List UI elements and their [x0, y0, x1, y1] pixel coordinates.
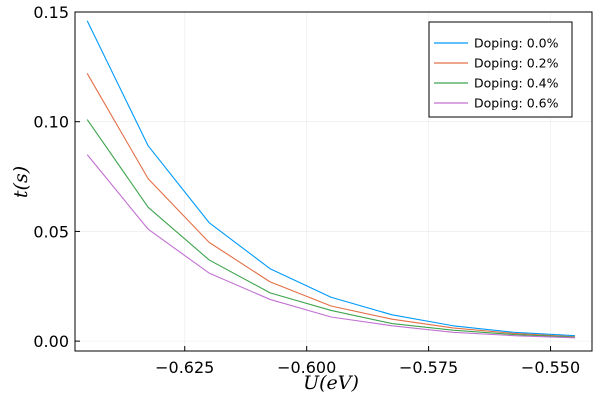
- y-tick-label: 0.10: [33, 113, 69, 132]
- legend-label: Doping: 0.6%: [474, 96, 559, 111]
- legend-label: Doping: 0.0%: [474, 36, 559, 51]
- legend-label: Doping: 0.2%: [474, 56, 559, 71]
- x-tick-label: −0.625: [155, 358, 214, 377]
- series-line: [86, 20, 575, 337]
- x-tick-label: −0.550: [521, 358, 580, 377]
- legend-label: Doping: 0.4%: [474, 76, 559, 91]
- y-tick-label: 0.05: [33, 222, 69, 241]
- legend-box: [428, 21, 573, 118]
- plot-frame: [74, 11, 593, 352]
- x-tick-label: −0.600: [277, 358, 336, 377]
- series-line: [86, 119, 575, 338]
- y-tick-label: 0.00: [33, 332, 69, 351]
- series-line: [86, 73, 575, 338]
- y-tick-label: 0.15: [33, 3, 69, 22]
- series-lines: [86, 20, 575, 339]
- y-axis-label: t(s): [10, 166, 32, 198]
- x-tick-label: −0.575: [399, 358, 458, 377]
- legend: Doping: 0.0% Doping: 0.2% Doping: 0.4% Dopi…: [428, 21, 573, 118]
- series-line: [86, 154, 575, 339]
- x-axis-label: U(eV): [303, 372, 359, 394]
- axis-ticks: −0.625 −0.600 −0.575 −0.550 0.00 0.05 0.10 0.15: [33, 3, 580, 377]
